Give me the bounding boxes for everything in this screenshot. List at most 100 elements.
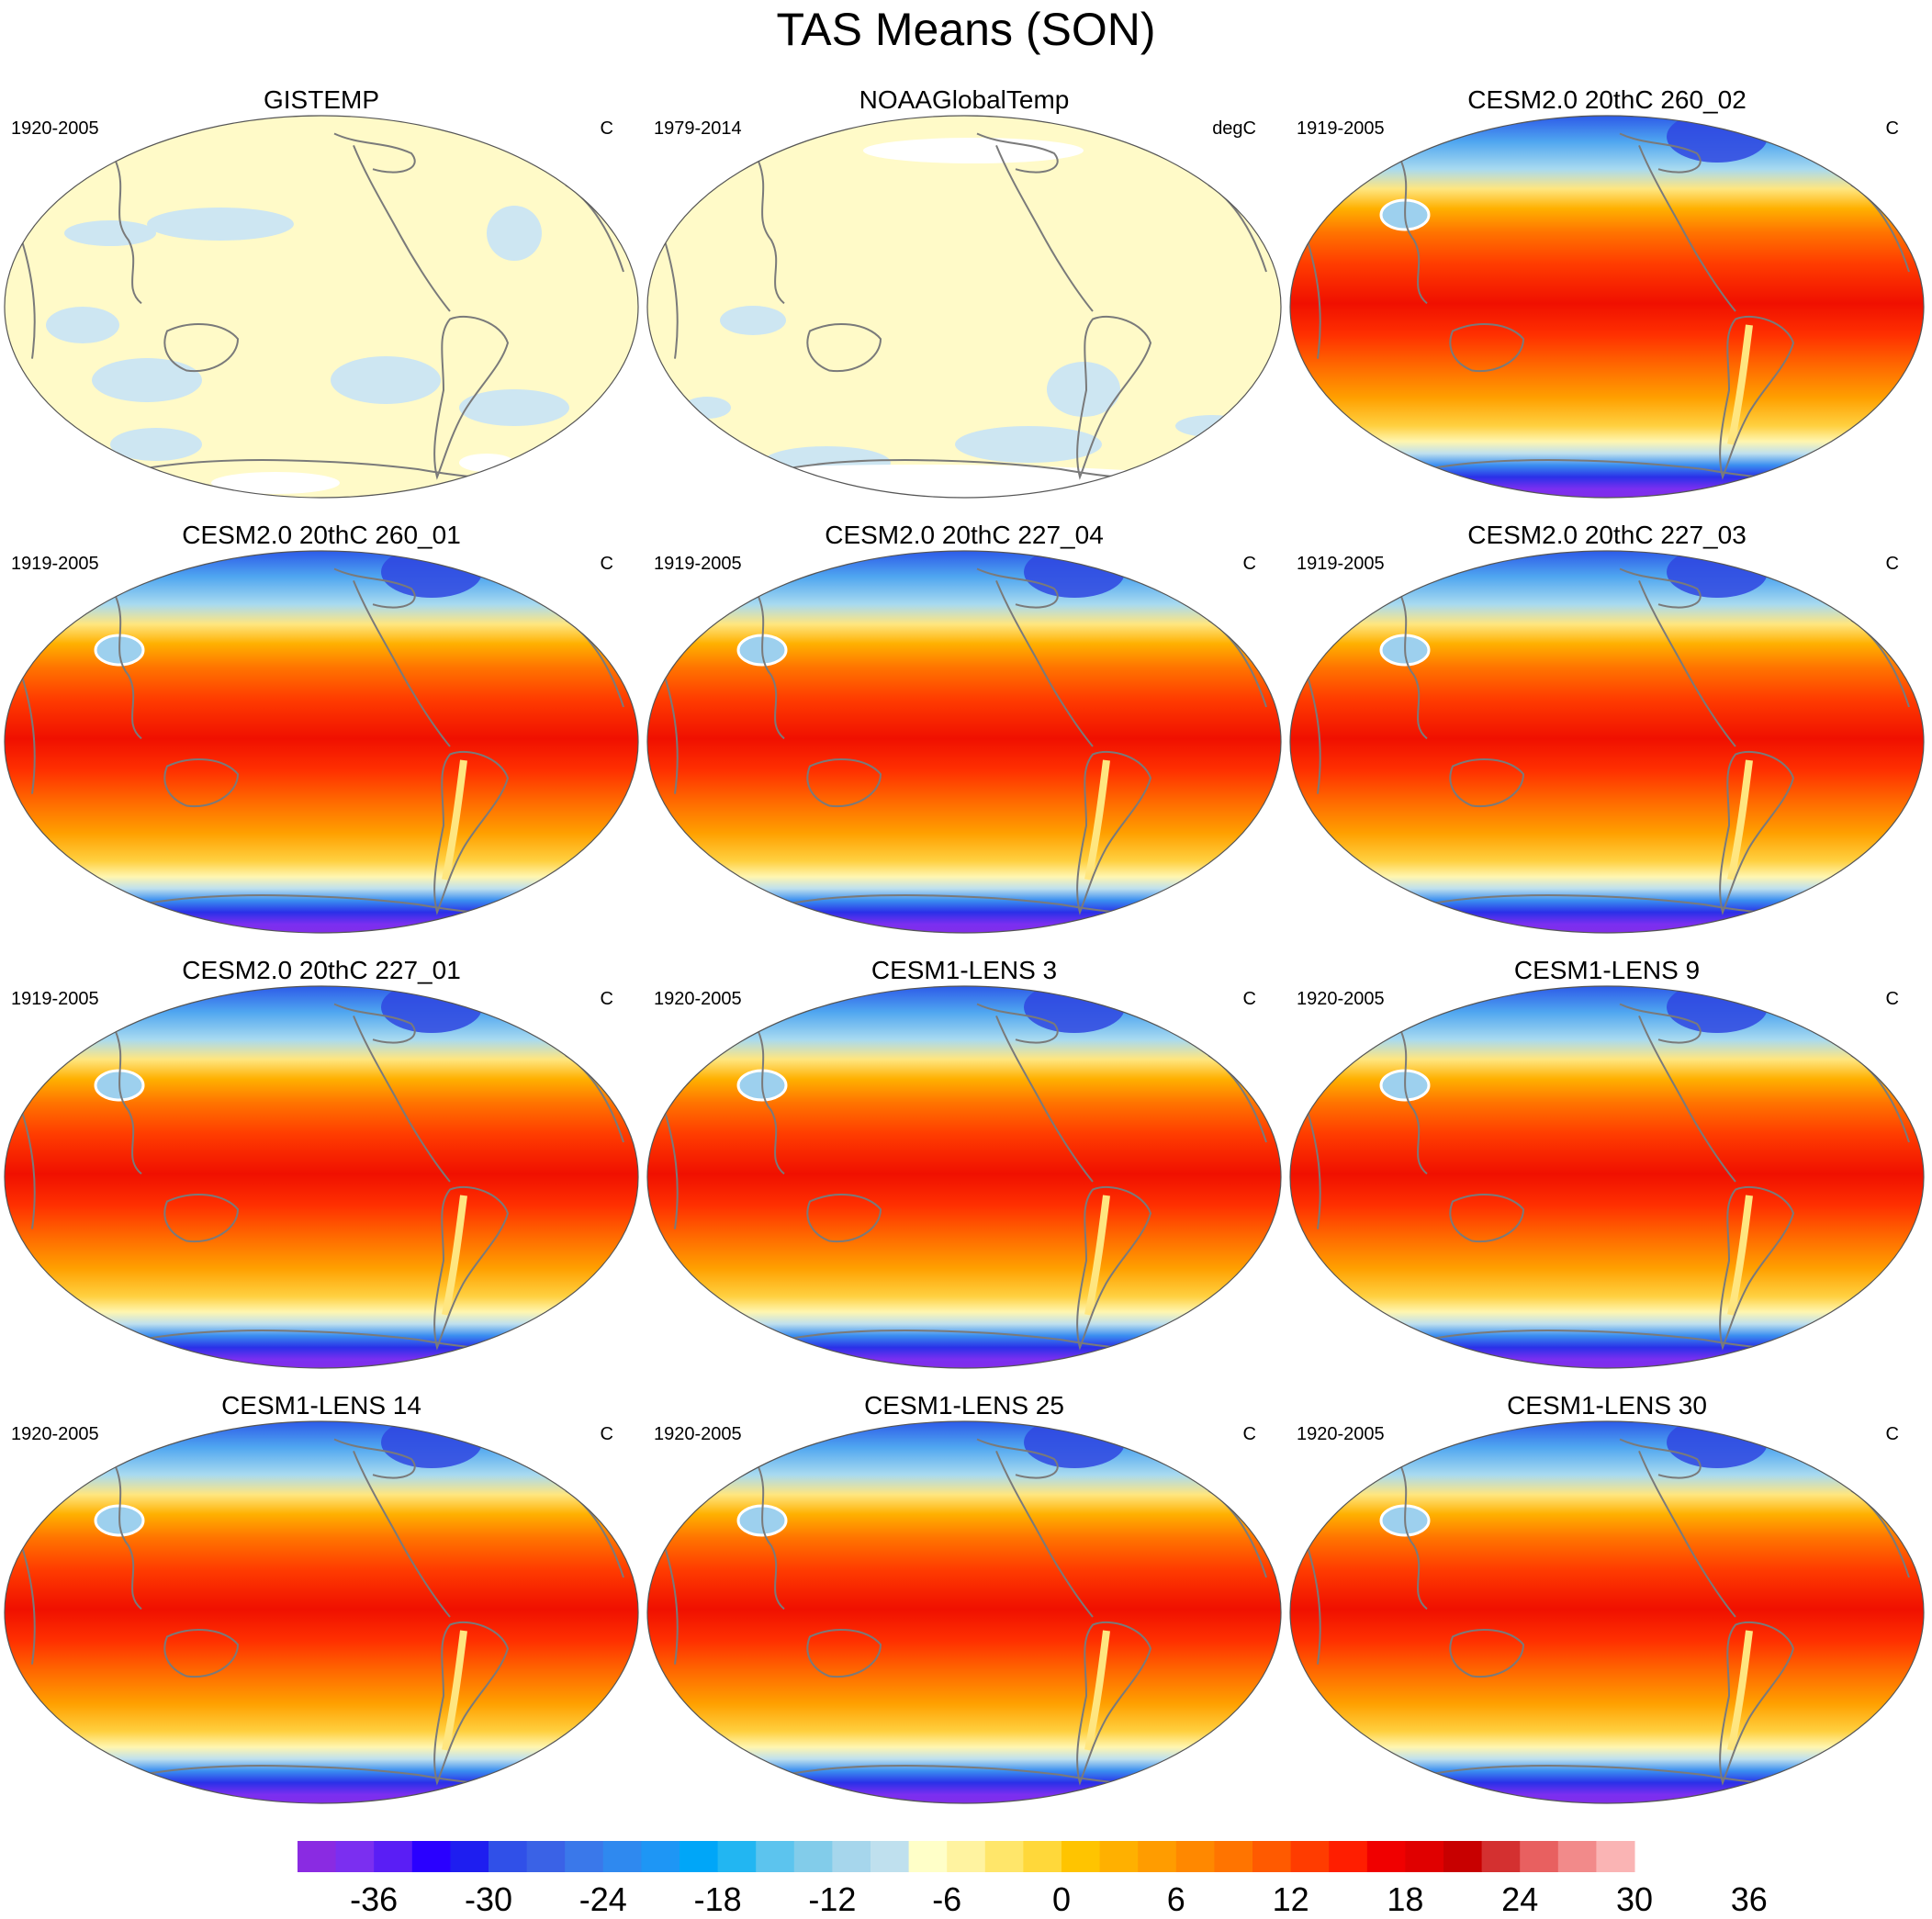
coastline	[353, 1016, 451, 1183]
coastline	[806, 323, 882, 373]
map-outline	[1289, 985, 1925, 1369]
andes-ridge	[1084, 759, 1110, 881]
coastline	[661, 231, 679, 359]
coastline	[1400, 596, 1428, 740]
negative-anomaly-region	[1047, 362, 1120, 417]
map-panel: CESM2.0 20thC 227_01 1919-2005 C	[0, 955, 643, 1386]
coastline	[115, 1031, 142, 1175]
andes-ridge	[1727, 759, 1753, 881]
colorbar-tick-label: -6	[932, 1880, 961, 1918]
coastline	[163, 1629, 240, 1678]
colorbar-tick-label: 24	[1501, 1880, 1538, 1918]
coastline	[1076, 1185, 1152, 1351]
missing-data-region	[211, 472, 340, 494]
coastline	[1719, 750, 1795, 915]
colorbar-tick-label: -30	[465, 1880, 512, 1918]
temperature-field	[1290, 1421, 1924, 1803]
map-image	[4, 985, 639, 1369]
panel-title: NOAAGlobalTemp	[859, 85, 1070, 114]
coastline	[758, 1466, 785, 1610]
map-panel: CESM1-LENS 25 1920-2005 C	[643, 1390, 1286, 1822]
andes-ridge	[1084, 1630, 1110, 1751]
panel-period: 1920-2005	[11, 118, 99, 139]
colorbar-box	[908, 1841, 948, 1872]
panel-units: C	[1242, 554, 1256, 574]
panel-title: CESM1-LENS 25	[864, 1391, 1064, 1420]
temperature-field	[1290, 551, 1924, 933]
map-image	[1289, 985, 1925, 1369]
colorbar: -36 -30 -24 -18 -12 -6 0 6 12 18 24 30 36	[298, 1841, 1768, 1918]
panel-title: CESM2.0 20thC 227_01	[182, 956, 461, 984]
negative-anomaly-region	[110, 428, 202, 461]
coastline	[1076, 1621, 1152, 1786]
coastline	[995, 1451, 1094, 1618]
coastline	[806, 1194, 882, 1243]
coastline	[18, 231, 36, 359]
panel-period: 1920-2005	[11, 1424, 99, 1444]
map-image	[1289, 1420, 1925, 1804]
coastline	[995, 145, 1094, 312]
colorbar-box	[411, 1841, 451, 1872]
coastline	[995, 580, 1094, 747]
panel-units: C	[1885, 1424, 1899, 1444]
temperature-field	[647, 1421, 1281, 1803]
panel-title: CESM1-LENS 9	[1513, 956, 1701, 984]
map-panel: CESM2.0 20thC 260_01 1919-2005 C	[0, 520, 643, 951]
coastline	[18, 1102, 36, 1229]
coastline	[1638, 145, 1736, 312]
coastline	[115, 596, 142, 740]
colorbar-box	[1214, 1841, 1253, 1872]
colorbar-box	[602, 1841, 642, 1872]
colorbar-box	[1099, 1841, 1139, 1872]
temperature-field	[1290, 116, 1924, 498]
coastline	[1449, 1629, 1525, 1678]
coastline	[353, 145, 451, 312]
colorbar-box	[374, 1841, 413, 1872]
panel-units: C	[1885, 989, 1899, 1009]
coastline	[1400, 161, 1428, 305]
coastline	[976, 132, 1059, 174]
colorbar-box	[947, 1841, 986, 1872]
coastline	[1076, 315, 1152, 480]
coastline	[1719, 315, 1795, 480]
map-outline	[1289, 550, 1925, 934]
coastline	[1619, 1003, 1702, 1044]
coastline	[163, 758, 240, 808]
panel-period: 1979-2014	[654, 118, 742, 139]
panel-title: CESM2.0 20thC 260_01	[182, 521, 461, 549]
panel-units: C	[1885, 554, 1899, 574]
coastline	[333, 567, 416, 609]
colorbar-box	[1405, 1841, 1444, 1872]
coastline	[18, 1537, 36, 1665]
negative-anomaly-region	[64, 220, 156, 246]
colorbar-box	[717, 1841, 757, 1872]
colorbar-box	[756, 1841, 795, 1872]
coastline	[433, 315, 510, 480]
coastline	[1619, 567, 1702, 609]
colorbar-box	[298, 1841, 337, 1872]
colorbar-tick-label: 30	[1616, 1880, 1653, 1918]
colorbar-box	[1481, 1841, 1521, 1872]
temperature-field	[5, 1421, 638, 1803]
temperature-field	[1290, 986, 1924, 1368]
colorbar-box	[565, 1841, 604, 1872]
panel-title: CESM2.0 20thC 227_04	[825, 521, 1104, 549]
map-panel: CESM1-LENS 14 1920-2005 C	[0, 1390, 643, 1822]
map-image	[4, 550, 639, 934]
map-outline	[646, 115, 1282, 499]
coastline	[976, 1438, 1059, 1479]
map-panel: CESM2.0 20thC 260_02 1919-2005 C	[1286, 84, 1928, 516]
coastline	[433, 1621, 510, 1786]
andes-ridge	[1727, 1630, 1753, 1751]
panel-title: CESM1-LENS 14	[221, 1391, 421, 1420]
colorbar-tick-label: 36	[1731, 1880, 1768, 1918]
colorbar-tick-label: 0	[1052, 1880, 1071, 1918]
map-outline	[4, 550, 639, 934]
colorbar-tick-label: 6	[1167, 1880, 1185, 1918]
coastline	[333, 1003, 416, 1044]
colorbar-box	[1520, 1841, 1559, 1872]
coastline	[758, 161, 785, 305]
map-outline	[4, 115, 639, 499]
coastline	[1304, 231, 1321, 359]
colorbar-box	[680, 1841, 719, 1872]
